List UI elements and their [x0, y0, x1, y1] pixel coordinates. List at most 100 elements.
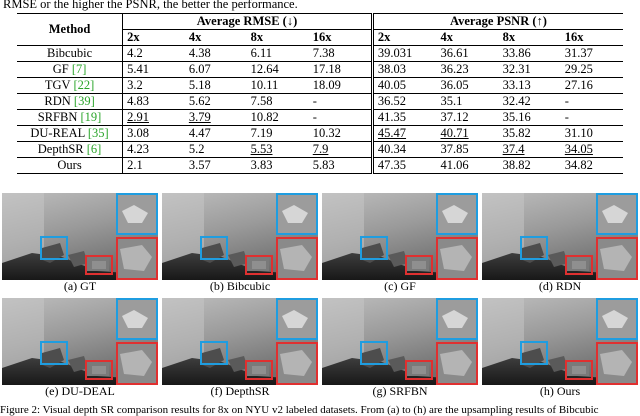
- panel-label: (f) DepthSR: [210, 384, 270, 398]
- citation-link[interactable]: [35]: [87, 126, 109, 140]
- rmse-value: -: [308, 93, 373, 110]
- panel-label: (a) GT: [63, 279, 97, 293]
- zoom-box-blue: [360, 341, 388, 365]
- rmse-value: 2.91: [122, 109, 185, 126]
- rmse-value: 3.2: [122, 77, 185, 94]
- figure-grid: (a) GT (b) Bibcubic (c) GF: [0, 193, 640, 403]
- figure-caption: Figure 2: Visual depth SR comparison res…: [0, 404, 599, 416]
- rmse-scale-8x: 8x: [250, 30, 264, 44]
- method-name: GF [7]: [17, 61, 124, 78]
- rmse-value: 4.2: [122, 45, 185, 62]
- rmse-value: 7.19: [246, 125, 309, 142]
- table-row: Ours 2.1 3.57 3.83 5.83 47.35 41.06 38.8…: [17, 157, 623, 174]
- rmse-value: 5.41: [122, 61, 185, 78]
- citation-link[interactable]: [6]: [86, 142, 102, 156]
- figure-panel: (d) RDN: [482, 193, 638, 294]
- inset-red: [436, 237, 478, 280]
- psnr-value: 32.42: [498, 93, 561, 110]
- psnr-value: 40.05: [370, 77, 437, 94]
- rmse-value: 5.62: [184, 93, 247, 110]
- panel-label: (e) DU-DEAL: [45, 384, 115, 398]
- inset-red: [436, 342, 478, 385]
- rmse-scale-4x: 4x: [188, 30, 202, 44]
- psnr-value: 37.85: [436, 141, 499, 158]
- rmse-value: 18.09: [308, 77, 373, 94]
- psnr-scale-16x: 16x: [564, 30, 584, 44]
- table-row: DU-REAL [35] 3.08 4.47 7.19 10.32 45.47 …: [17, 125, 623, 142]
- method-name: SRFBN [19]: [17, 109, 124, 126]
- psnr-value: 27.16: [560, 77, 623, 94]
- psnr-value: 36.23: [436, 61, 499, 78]
- rmse-value: 4.38: [184, 45, 247, 62]
- citation-link[interactable]: [19]: [80, 110, 102, 124]
- depth-image: [2, 193, 158, 280]
- rmse-value: 4.47: [184, 125, 247, 142]
- zoom-box-blue: [40, 341, 68, 365]
- psnr-value: 33.13: [498, 77, 561, 94]
- psnr-value: 33.86: [498, 45, 561, 62]
- psnr-value: 37.12: [436, 109, 499, 126]
- method-name: DU-REAL [35]: [17, 125, 124, 142]
- figure-panel: (g) SRFBN: [322, 298, 478, 399]
- table-row: DepthSR [6] 4.23 5.2 5.53 7.9 40.34 37.8…: [17, 141, 623, 158]
- psnr-value: 47.35: [370, 157, 437, 174]
- citation-link[interactable]: [7]: [71, 62, 87, 76]
- psnr-value: 36.05: [436, 77, 499, 94]
- rmse-value: 3.83: [246, 157, 309, 174]
- citation-link[interactable]: [39]: [73, 94, 95, 108]
- rmse-value: 3.57: [184, 157, 247, 174]
- psnr-value: 38.03: [370, 61, 437, 78]
- psnr-scale-8x: 8x: [502, 30, 516, 44]
- inset-blue: [596, 298, 638, 340]
- inset-red: [596, 237, 638, 280]
- psnr-scale-2x: 2x: [370, 29, 437, 46]
- psnr-value: 34.05: [560, 141, 623, 158]
- zoom-box-red: [405, 360, 433, 380]
- panel-label: (d) RDN: [538, 279, 582, 293]
- psnr-value: 36.52: [370, 93, 437, 110]
- psnr-value: 32.31: [498, 61, 561, 78]
- rmse-value: 6.07: [184, 61, 247, 78]
- zoom-box-red: [405, 255, 433, 275]
- psnr-value: 35.16: [498, 109, 561, 126]
- rmse-value: 10.11: [246, 77, 309, 94]
- figure-panel: (h) Ours: [482, 298, 638, 399]
- rmse-value: 6.11: [246, 45, 309, 62]
- method-name: Bibcubic: [17, 45, 124, 62]
- zoom-box-blue: [360, 236, 388, 260]
- zoom-box-blue: [200, 236, 228, 260]
- inset-red: [276, 342, 318, 385]
- inset-red: [116, 342, 158, 385]
- rmse-value: 7.9: [308, 141, 373, 158]
- zoom-box-red: [85, 255, 113, 275]
- psnr-value: 37.4: [498, 141, 561, 158]
- rmse-value: 5.83: [308, 157, 373, 174]
- psnr-value: 34.82: [560, 157, 623, 174]
- rmse-scale-2x: 2x: [127, 30, 140, 44]
- psnr-value: 41.06: [436, 157, 499, 174]
- rmse-value: 4.23: [122, 141, 185, 158]
- psnr-value: 41.35: [370, 109, 437, 126]
- panel-label: (c) GF: [384, 279, 416, 293]
- table-row: GF [7] 5.41 6.07 12.64 17.18 38.03 36.23…: [17, 61, 623, 78]
- citation-link[interactable]: [22]: [73, 78, 95, 92]
- psnr-value: 35.1: [436, 93, 499, 110]
- method-header: Method: [17, 13, 124, 46]
- rmse-value: 2.1: [122, 157, 185, 174]
- figure-panel: (c) GF: [322, 193, 478, 294]
- panel-label: (g) SRFBN: [372, 384, 428, 398]
- depth-image: [2, 298, 158, 385]
- psnr-value: -: [560, 93, 623, 110]
- zoom-box-blue: [200, 341, 228, 365]
- psnr-value: 39.031: [370, 45, 437, 62]
- figure-panel: (f) DepthSR: [162, 298, 318, 399]
- rmse-value: 5.2: [184, 141, 247, 158]
- rmse-value: 4.83: [122, 93, 185, 110]
- table-row: Bibcubic 4.2 4.38 6.11 7.38 39.031 36.61…: [17, 45, 623, 62]
- scale-header-row: 2x 4x 8x 16x 2x 4x 8x 16x: [17, 29, 623, 46]
- psnr-value: 31.37: [560, 45, 623, 62]
- psnr-value: 31.10: [560, 125, 623, 142]
- inset-red: [116, 237, 158, 280]
- zoom-box-red: [565, 255, 593, 275]
- rmse-value: -: [308, 109, 373, 126]
